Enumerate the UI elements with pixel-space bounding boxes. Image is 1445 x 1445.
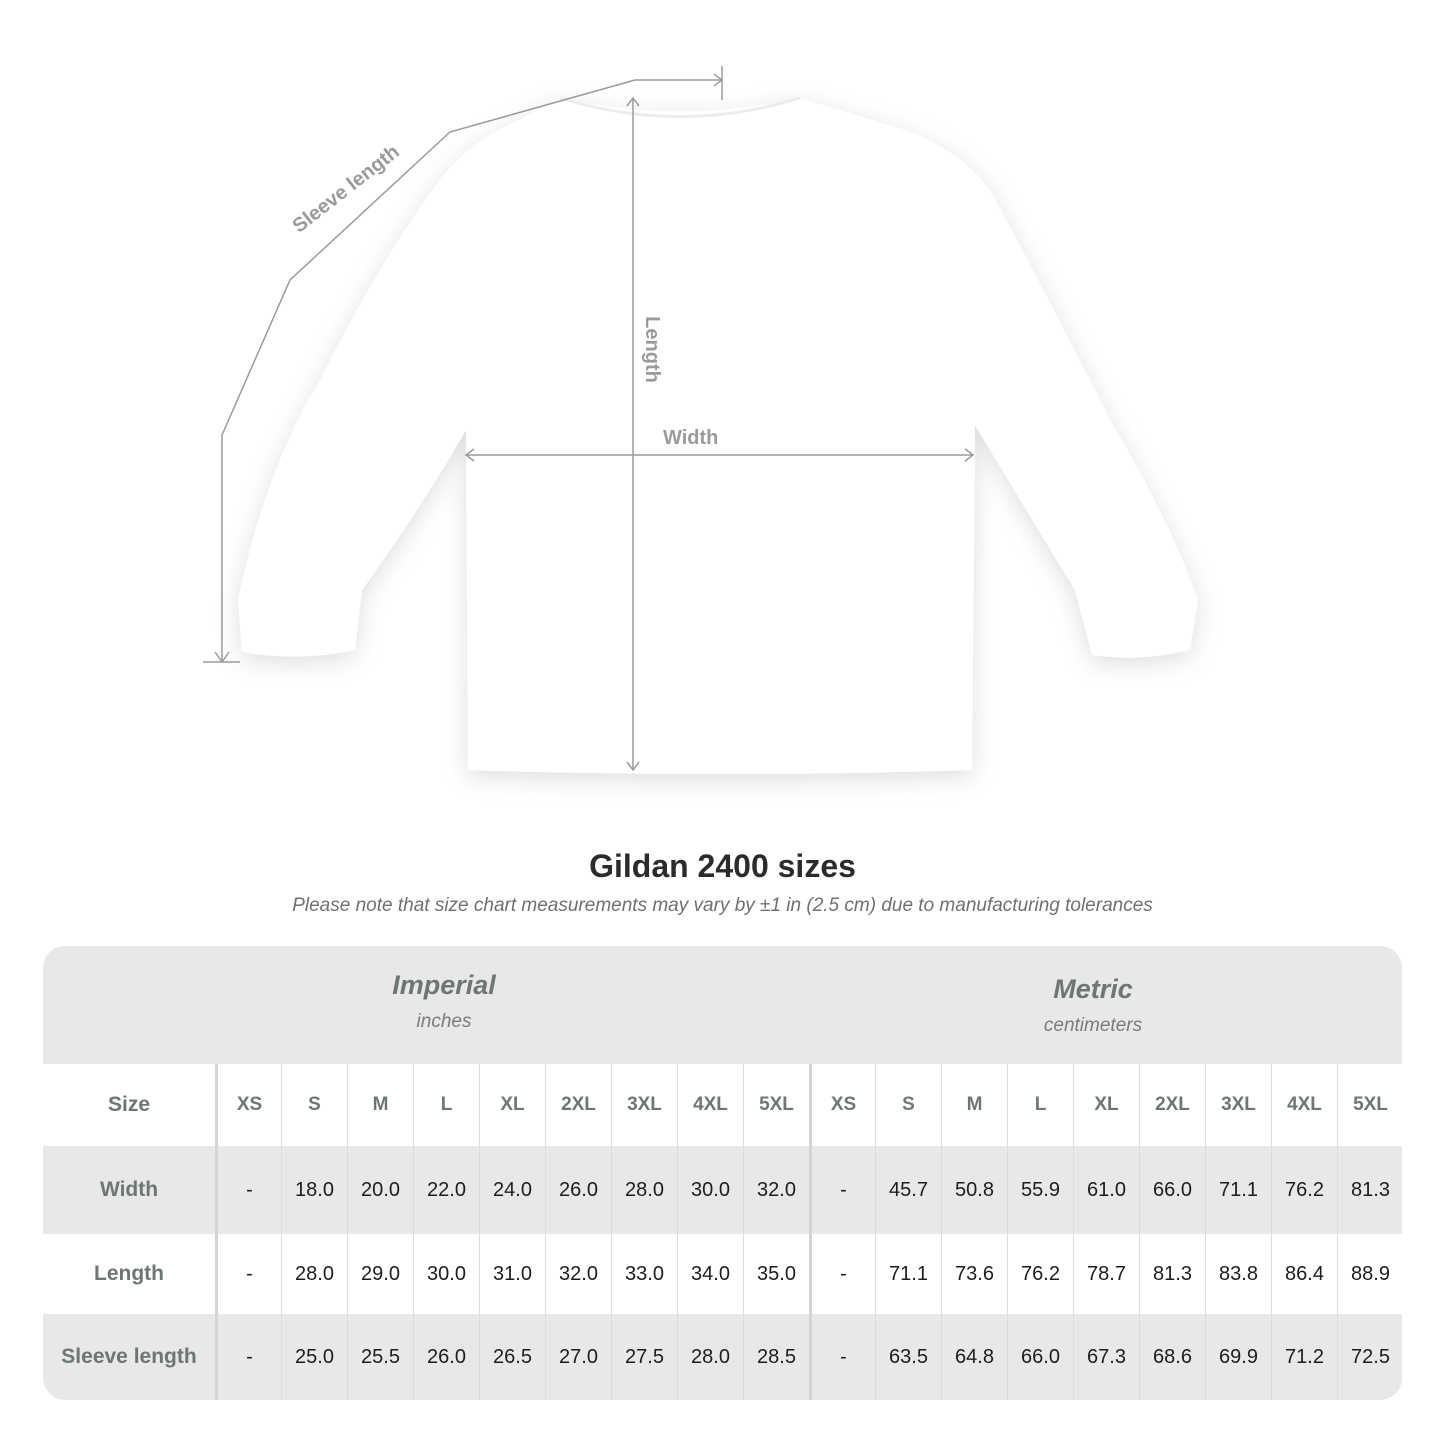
size-header-cell: S <box>875 1064 941 1146</box>
imperial-value-cell: 30.0 <box>413 1234 479 1314</box>
imperial-value-cell: 34.0 <box>677 1234 743 1314</box>
imperial-value-cell: 31.0 <box>479 1234 545 1314</box>
measurement-lines <box>203 66 975 772</box>
size-header-cell: M <box>347 1064 413 1146</box>
imperial-value-cell: 25.5 <box>347 1314 413 1400</box>
metric-value-cell: 81.3 <box>1337 1146 1402 1234</box>
size-header-row: Size XS S M L XL 2XL 3XL 4XL 5XL XS S M L XL 2XL 3XL 4XL 5… <box>43 1064 1402 1146</box>
imperial-value-cell: - <box>215 1314 281 1400</box>
size-table: Imperial inches Metric centimeters Size X… <box>43 946 1402 1400</box>
metric-value-cell: 66.0 <box>1007 1314 1073 1400</box>
imperial-value-cell: 32.0 <box>545 1234 611 1314</box>
size-header-cell: 3XL <box>611 1064 677 1146</box>
metric-value-cell: - <box>809 1314 875 1400</box>
imperial-value-cell: 25.0 <box>281 1314 347 1400</box>
metric-value-cell: 71.1 <box>1205 1146 1271 1234</box>
imperial-header: Imperial inches <box>215 970 673 1033</box>
metric-value-cell: 76.2 <box>1271 1146 1337 1234</box>
length-label: Length <box>640 316 663 383</box>
metric-value-cell: 45.7 <box>875 1146 941 1234</box>
metric-value-cell: 88.9 <box>1337 1234 1402 1314</box>
metric-header: Metric centimeters <box>809 974 1377 1037</box>
imperial-value-cell: 20.0 <box>347 1146 413 1234</box>
imperial-value-cell: 30.0 <box>677 1146 743 1234</box>
shirt-illustration <box>203 66 1198 774</box>
metric-value-cell: 66.0 <box>1139 1146 1205 1234</box>
size-header-cell: 2XL <box>1139 1064 1205 1146</box>
table-header-band: Imperial inches Metric centimeters <box>43 946 1402 1064</box>
size-header-cell: 5XL <box>743 1064 809 1146</box>
metric-value-cell: 81.3 <box>1139 1234 1205 1314</box>
imperial-value-cell: 26.0 <box>413 1314 479 1400</box>
row-label: Width <box>99 1178 159 1201</box>
metric-value-cell: - <box>809 1234 875 1314</box>
metric-value-cell: 63.5 <box>875 1314 941 1400</box>
imperial-value-cell: 28.0 <box>611 1146 677 1234</box>
size-header-label: Size <box>107 1093 151 1116</box>
table-row: Sleeve length -25.0 25.5 26.0 26.5 27.0 27.5 28… <box>43 1314 1402 1400</box>
width-label: Width <box>663 427 719 449</box>
imperial-value-cell: - <box>215 1234 281 1314</box>
imperial-value-cell: 28.5 <box>743 1314 809 1400</box>
imperial-value-cell: 24.0 <box>479 1146 545 1234</box>
metric-value-cell: 61.0 <box>1073 1146 1139 1234</box>
imperial-value-cell: 28.0 <box>677 1314 743 1400</box>
imperial-unit: inches <box>416 1011 472 1032</box>
metric-value-cell: 67.3 <box>1073 1314 1139 1400</box>
metric-value-cell: 83.8 <box>1205 1234 1271 1314</box>
size-header-cell: 4XL <box>1271 1064 1337 1146</box>
imperial-value-cell: 18.0 <box>281 1146 347 1234</box>
metric-value-cell: 69.9 <box>1205 1314 1271 1400</box>
imperial-value-cell: 26.5 <box>479 1314 545 1400</box>
size-header-cell: M <box>941 1064 1007 1146</box>
size-header-cell: L <box>1007 1064 1073 1146</box>
size-header-cell: 2XL <box>545 1064 611 1146</box>
metric-value-cell: 55.9 <box>1007 1146 1073 1234</box>
page-title: Gildan 2400 sizes <box>589 848 856 884</box>
metric-title: Metric <box>1053 974 1133 1004</box>
size-header-cell: 3XL <box>1205 1064 1271 1146</box>
size-header-cell: XL <box>479 1064 545 1146</box>
imperial-value-cell: 33.0 <box>611 1234 677 1314</box>
imperial-value-cell: 22.0 <box>413 1146 479 1234</box>
row-label: Length <box>94 1262 164 1285</box>
imperial-value-cell: - <box>215 1146 281 1234</box>
size-header-cell: 5XL <box>1337 1064 1402 1146</box>
metric-value-cell: 64.8 <box>941 1314 1007 1400</box>
imperial-title: Imperial <box>392 970 496 1000</box>
metric-value-cell: 71.1 <box>875 1234 941 1314</box>
metric-value-cell: - <box>809 1146 875 1234</box>
imperial-value-cell: 32.0 <box>743 1146 809 1234</box>
metric-value-cell: 68.6 <box>1139 1314 1205 1400</box>
size-header-cell: XS <box>809 1064 875 1146</box>
size-header-cell: L <box>413 1064 479 1146</box>
imperial-value-cell: 26.0 <box>545 1146 611 1234</box>
size-header-cell: XS <box>215 1064 281 1146</box>
imperial-value-cell: 29.0 <box>347 1234 413 1314</box>
size-header-cell: 4XL <box>677 1064 743 1146</box>
imperial-value-cell: 27.5 <box>611 1314 677 1400</box>
imperial-value-cell: 27.0 <box>545 1314 611 1400</box>
metric-value-cell: 72.5 <box>1337 1314 1402 1400</box>
size-header-cell: S <box>281 1064 347 1146</box>
imperial-value-cell: 35.0 <box>743 1234 809 1314</box>
metric-value-cell: 76.2 <box>1007 1234 1073 1314</box>
size-header-cell: XL <box>1073 1064 1139 1146</box>
tolerance-note: Please note that size chart measurements… <box>292 895 1153 916</box>
table-row: Length -28.0 29.0 30.0 31.0 32.0 33.0 34.0 35.0-… <box>43 1234 1402 1314</box>
metric-value-cell: 50.8 <box>941 1146 1007 1234</box>
long-sleeve-shirt <box>238 96 1198 774</box>
row-label: Sleeve length <box>61 1345 197 1368</box>
metric-unit: centimeters <box>1043 1015 1143 1036</box>
metric-value-cell: 71.2 <box>1271 1314 1337 1400</box>
imperial-value-cell: 28.0 <box>281 1234 347 1314</box>
metric-value-cell: 78.7 <box>1073 1234 1139 1314</box>
metric-value-cell: 86.4 <box>1271 1234 1337 1314</box>
table-row: Width -18.0 20.0 22.0 24.0 26.0 28.0 30.0 32.0-4… <box>43 1146 1402 1234</box>
metric-value-cell: 73.6 <box>941 1234 1007 1314</box>
